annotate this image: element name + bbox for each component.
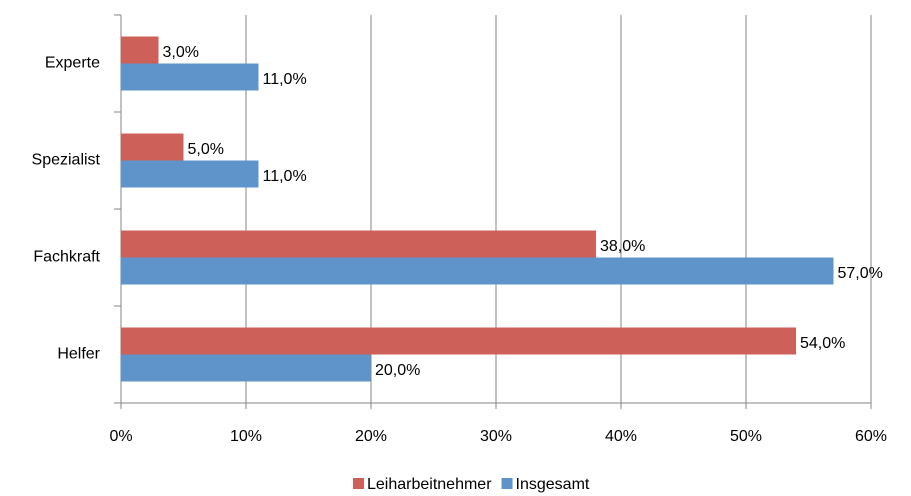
legend-swatch (353, 478, 364, 489)
value-label: 11,0% (263, 168, 307, 185)
x-tick-label: 30% (480, 428, 512, 445)
x-tick-label: 50% (730, 428, 762, 445)
bar (121, 230, 596, 258)
value-label: 54,0% (800, 335, 845, 352)
bar (121, 36, 159, 64)
x-tick-label: 20% (355, 428, 387, 445)
x-tick-label: 10% (230, 428, 262, 445)
bar (121, 327, 796, 355)
legend-label: Insgesamt (516, 476, 590, 493)
value-label: 38,0% (600, 238, 645, 255)
value-label: 57,0% (838, 265, 883, 282)
y-tick-label: Fachkraft (33, 249, 100, 266)
value-label: 11,0% (263, 71, 307, 88)
x-tick-label: 0% (109, 428, 132, 445)
y-tick-label: Spezialist (32, 152, 101, 169)
x-tick-label: 40% (605, 428, 637, 445)
bar (121, 133, 184, 161)
bar (121, 257, 834, 285)
x-tick-label: 60% (855, 428, 887, 445)
legend-label: Leiharbeitnehmer (367, 476, 492, 493)
bar (121, 63, 259, 91)
bar (121, 160, 259, 188)
bar (121, 354, 371, 382)
y-tick-label: Helfer (57, 346, 100, 363)
value-label: 20,0% (375, 362, 420, 379)
y-tick-label: Experte (45, 55, 100, 72)
legend-swatch (501, 478, 513, 489)
value-label: 3,0% (163, 44, 199, 61)
value-label: 5,0% (188, 141, 224, 158)
